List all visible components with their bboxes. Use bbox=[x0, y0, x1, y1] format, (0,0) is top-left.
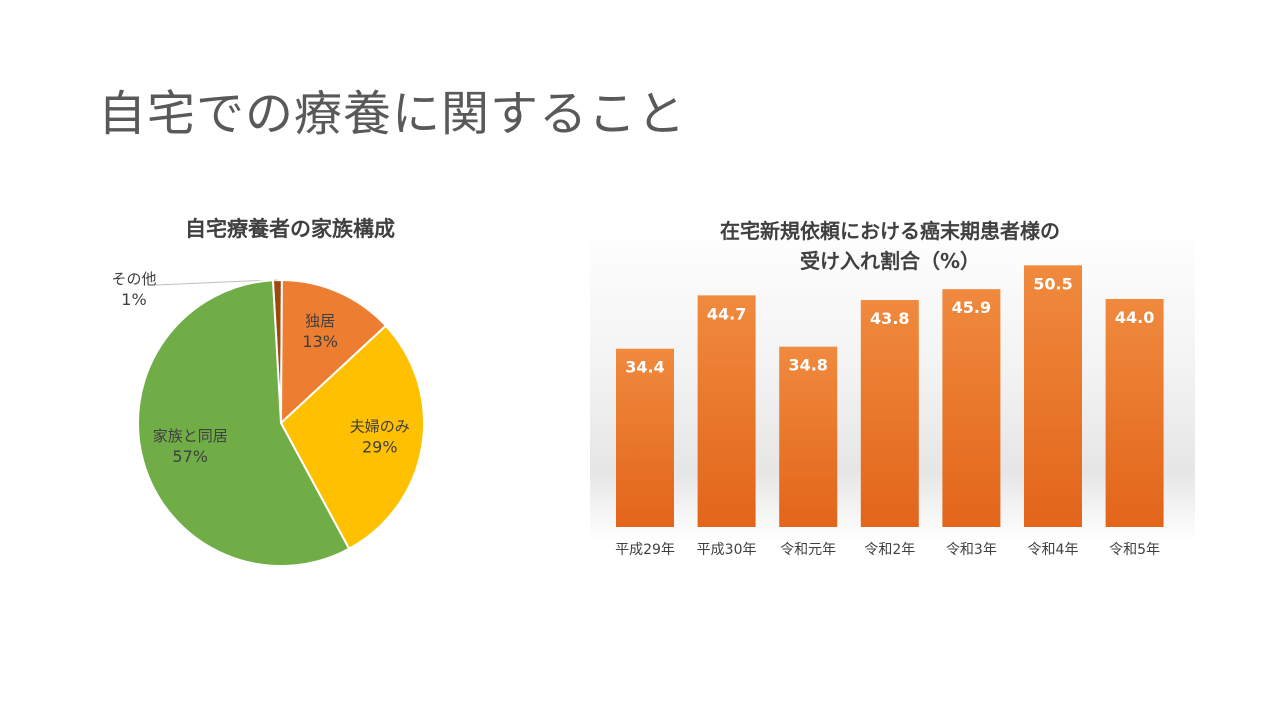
bar-5 bbox=[1024, 265, 1082, 527]
bar-chart-title-line-1: 在宅新規依頼における癌末期患者様の bbox=[720, 219, 1060, 243]
bar-value-label-1: 44.7 bbox=[707, 304, 746, 323]
pie-chart-svg: その他 1% 独居 13% 夫婦のみ 29% 家族と同居 57% bbox=[111, 270, 425, 567]
slide-title: 自宅での療養に関すること bbox=[98, 86, 687, 142]
bar-value-label-4: 45.9 bbox=[952, 298, 991, 317]
pie-label-value-0: 1% bbox=[121, 290, 146, 309]
bar-category-label-6: 令和5年 bbox=[1109, 542, 1160, 558]
bar-1 bbox=[697, 295, 756, 527]
bar-category-label-5: 令和4年 bbox=[1028, 542, 1079, 558]
pie-chart-title: 自宅療養者の家族構成 bbox=[185, 217, 395, 241]
bar-category-label-4: 令和3年 bbox=[946, 542, 997, 558]
bar-2 bbox=[779, 346, 838, 527]
bar-chart-svg: 34.4 平成29年 44.7 平成30年 34.8 令和元年 43.8 令和2年 45.9 令和… bbox=[615, 265, 1164, 558]
bar-chart-title-line-2: 受け入れ割合（%） bbox=[799, 249, 981, 273]
bar-value-label-3: 43.8 bbox=[870, 309, 909, 328]
pie-label-name-3: 家族と同居 bbox=[153, 427, 228, 445]
bar-category-label-2: 令和元年 bbox=[780, 542, 836, 558]
pie-slice-3 bbox=[137, 279, 351, 567]
bar-0 bbox=[616, 348, 674, 527]
pie-chart: 自宅療養者の家族構成 その他 1% 独居 13% 夫婦のみ 29% 家族と同居 57% bbox=[100, 205, 480, 585]
pie-label-value-3: 57% bbox=[172, 447, 208, 466]
pie-label-value-2: 29% bbox=[362, 437, 398, 456]
bar-3 bbox=[860, 300, 919, 527]
bar-chart-title: 在宅新規依頼における癌末期患者様の 受け入れ割合（%） bbox=[590, 216, 1190, 276]
pie-label-name-1: 独居 bbox=[305, 312, 335, 330]
bar-category-label-0: 平成29年 bbox=[615, 542, 675, 558]
bar-value-label-0: 34.4 bbox=[625, 358, 664, 377]
pie-label-value-1: 13% bbox=[302, 332, 338, 351]
bar-value-label-5: 50.5 bbox=[1033, 274, 1072, 293]
bar-value-label-2: 34.8 bbox=[788, 356, 827, 375]
pie-slice-1 bbox=[279, 278, 388, 426]
pie-slice-2 bbox=[279, 324, 425, 551]
bar-category-label-1: 平成30年 bbox=[697, 542, 757, 558]
pie-label-name-2: 夫婦のみ bbox=[350, 417, 410, 435]
bar-category-label-3: 令和2年 bbox=[864, 542, 915, 558]
bar-6 bbox=[1105, 299, 1164, 527]
pie-label-name-0: その他 bbox=[111, 270, 156, 288]
bar-4 bbox=[942, 289, 1001, 527]
bar-value-label-6: 44.0 bbox=[1115, 308, 1154, 327]
